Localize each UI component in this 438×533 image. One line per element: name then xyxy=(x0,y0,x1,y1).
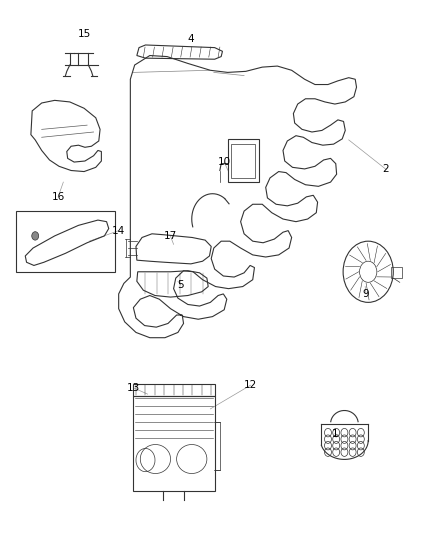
Text: 14: 14 xyxy=(112,225,125,236)
Text: 15: 15 xyxy=(78,29,91,39)
Text: 17: 17 xyxy=(164,231,177,241)
Bar xyxy=(133,384,215,395)
Text: 4: 4 xyxy=(187,34,194,44)
Bar xyxy=(231,143,255,178)
Bar xyxy=(215,422,220,470)
Text: 5: 5 xyxy=(178,280,184,290)
Bar xyxy=(228,139,259,182)
Text: 13: 13 xyxy=(127,383,140,393)
Circle shape xyxy=(32,232,39,240)
Text: 12: 12 xyxy=(244,380,257,390)
Text: 1: 1 xyxy=(332,429,338,439)
Text: 16: 16 xyxy=(52,192,65,202)
Bar xyxy=(391,266,402,278)
Bar xyxy=(133,395,215,491)
Bar xyxy=(16,211,115,272)
Text: 10: 10 xyxy=(218,157,231,167)
Text: 9: 9 xyxy=(363,289,369,299)
Text: 2: 2 xyxy=(382,164,389,174)
